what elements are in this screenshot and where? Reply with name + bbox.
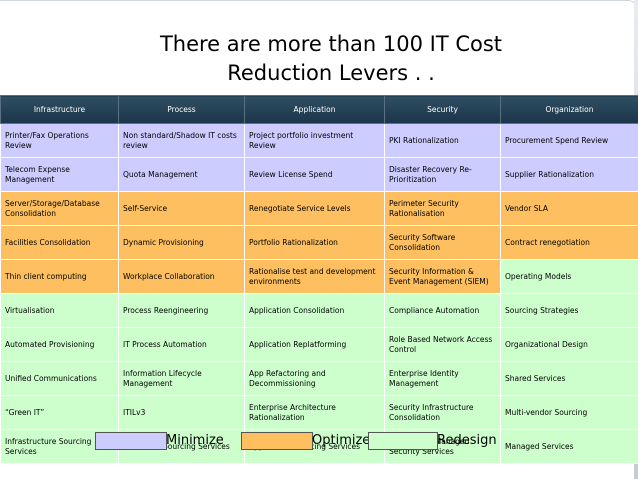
table-cell: Security Software Consolidation — [384, 225, 501, 260]
table-row: Printer/Fax Operations Review Non standa… — [0, 123, 638, 158]
table-cell: Multi-vendor Sourcing — [500, 395, 638, 430]
table-cell: Security Information & Event Management … — [384, 259, 501, 294]
title-line-2: Reduction Levers . . — [227, 61, 435, 85]
table-cell: Managed Services — [500, 429, 638, 464]
table-cell: Sourcing Strategies — [500, 293, 638, 328]
table-cell: Vendor SLA — [500, 191, 638, 226]
table-cell: Automated Provisioning — [0, 327, 119, 362]
table-header-row: Infrastructure Process Application Secur… — [0, 95, 638, 124]
table-cell: ITILv3 — [118, 395, 245, 430]
header-process: Process — [118, 95, 245, 124]
table-cell: Enterprise Identity Management — [384, 361, 501, 396]
table-cell: Perimeter Security Rationalisation — [384, 191, 501, 226]
legend-label-redesign: Redesign — [437, 433, 497, 448]
table-row: Facilities Consolidation Dynamic Provisi… — [0, 225, 638, 260]
legend-label-minimize: Minimize — [166, 433, 224, 448]
table-cell: Compliance Automation — [384, 293, 501, 328]
legend-swatch-minimize — [95, 432, 167, 450]
table-cell: Role Based Network Access Control — [384, 327, 501, 362]
table-cell: Self-Service — [118, 191, 245, 226]
table-cell: Unified Communications — [0, 361, 119, 396]
table-cell: Non standard/Shadow IT costs review — [118, 123, 245, 158]
table-cell: Server/Storage/Database Consolidation — [0, 191, 119, 226]
table-cell: Virtualisation — [0, 293, 119, 328]
title-line-1: There are more than 100 IT Cost — [159, 32, 503, 56]
table-cell: Procurement Spend Review — [500, 123, 638, 158]
table-cell: Shared Services — [500, 361, 638, 396]
table-cell: Security Infrastructure Consolidation — [384, 395, 501, 430]
table-cell: Workplace Collaboration — [118, 259, 245, 294]
table-cell: Application Replatforming — [244, 327, 385, 362]
table-cell: Enterprise Architecture Rationalization — [244, 395, 385, 430]
table-cell: Process Reengineering — [118, 293, 245, 328]
table-row: Server/Storage/Database Consolidation Se… — [0, 191, 638, 226]
header-security: Security — [384, 95, 501, 124]
header-application: Application — [244, 95, 385, 124]
table-cell: “Green IT” — [0, 395, 119, 430]
table-cell: Review License Spend — [244, 157, 385, 192]
table-row: Automated Provisioning IT Process Automa… — [0, 327, 638, 362]
table-cell: App Refactoring and Decommissioning — [244, 361, 385, 396]
legend-swatch-optimize — [241, 432, 313, 450]
cost-levers-table: Infrastructure Process Application Secur… — [0, 95, 638, 464]
table-cell: Disaster Recovery Re-Prioritization — [384, 157, 501, 192]
header-infrastructure: Infrastructure — [0, 95, 119, 124]
legend-label-optimize: Optimize — [312, 433, 371, 448]
table-row: Virtualisation Process Reengineering App… — [0, 293, 638, 328]
table-cell: Contract renegotiation — [500, 225, 638, 260]
table-cell: Project portfolio investment Review — [244, 123, 385, 158]
table-cell: Renegotiate Service Levels — [244, 191, 385, 226]
table-cell: Thin client computing — [0, 259, 119, 294]
table-row: Thin client computing Workplace Collabor… — [0, 259, 638, 294]
table-cell: Dynamic Provisioning — [118, 225, 245, 260]
table-cell: Rationalise test and development environ… — [244, 259, 385, 294]
table-cell: Facilities Consolidation — [0, 225, 119, 260]
table-cell: Organizational Design — [500, 327, 638, 362]
table-row: “Green IT” ITILv3 Enterprise Architectur… — [0, 395, 638, 430]
table-cell: Operating Models — [500, 259, 638, 294]
table-cell: Information Lifecycle Management — [118, 361, 245, 396]
table-row: Telecom Expense Management Quota Managem… — [0, 157, 638, 192]
table-row: Unified Communications Information Lifec… — [0, 361, 638, 396]
slide-title: There are more than 100 IT Cost Reductio… — [100, 30, 562, 88]
header-organization: Organization — [500, 95, 638, 124]
legend-swatch-redesign — [368, 432, 438, 450]
table-cell: Printer/Fax Operations Review — [0, 123, 119, 158]
table-cell: Portfolio Rationalization — [244, 225, 385, 260]
table-cell: PKI Rationalization — [384, 123, 501, 158]
table-cell: Telecom Expense Management — [0, 157, 119, 192]
table-cell: IT Process Automation — [118, 327, 245, 362]
table-cell: Application Consolidation — [244, 293, 385, 328]
table-cell: Quota Management — [118, 157, 245, 192]
table-cell: Supplier Rationalization — [500, 157, 638, 192]
